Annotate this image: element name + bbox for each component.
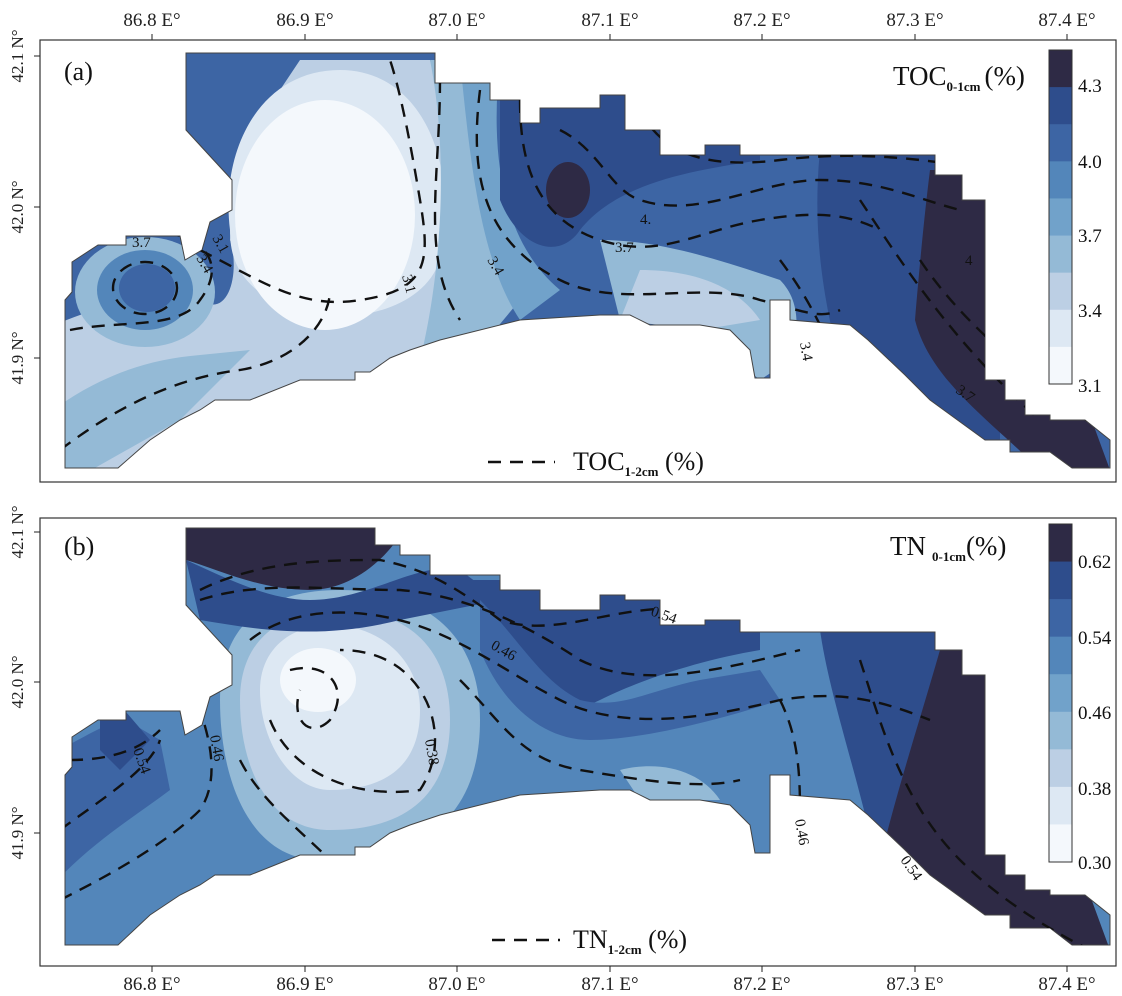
colorbar-tick: 4.0 xyxy=(1078,152,1102,173)
bottom-axis-label: 87.4 E° xyxy=(1038,974,1095,995)
bottom-axis-label: 87.0 E° xyxy=(428,974,485,995)
colorbar-segment xyxy=(1049,786,1072,825)
colorbar-segment xyxy=(1049,711,1072,750)
colorbar-tick: 3.7 xyxy=(1078,226,1102,247)
colorbar-segment xyxy=(1049,235,1072,274)
colorbar-segment xyxy=(1049,524,1072,563)
lat-label: 41.9 N° xyxy=(8,331,27,384)
contour-labels: 3.7 3.1 3.4 3.1 3.4 4. 3.7 3.4 4 3.7 xyxy=(132,212,978,406)
top-axis: 86.8 E° 86.9 E° 87.0 E° 87.1 E° 87.2 E° … xyxy=(123,10,1096,40)
colorbar-tick: 3.4 xyxy=(1078,301,1102,322)
top-axis-label: 87.1 E° xyxy=(581,10,638,31)
panel-a: 42.1 N° 42.0 N° 41.9 N° xyxy=(8,29,1117,483)
top-axis-label: 86.8 E° xyxy=(123,10,180,31)
colorbar-segment xyxy=(1049,636,1072,675)
svg-text:TN1-2cm (%): TN1-2cm (%) xyxy=(573,925,687,957)
contour-label: 0.46 xyxy=(206,734,226,763)
contour-label: 0.46 xyxy=(791,818,811,847)
lake-boundary xyxy=(64,527,1111,946)
contour-label: 4 xyxy=(965,253,973,269)
colorbar-segment xyxy=(1049,346,1072,385)
panel-b-tag: (b) xyxy=(64,532,94,561)
bottom-axis-label: 87.1 E° xyxy=(581,974,638,995)
top-axis-label: 87.3 E° xyxy=(886,10,943,31)
contour-label: 4. xyxy=(640,212,651,228)
lat-label: 42.1 N° xyxy=(8,29,27,82)
colorbar-tick: 4.3 xyxy=(1078,76,1102,97)
colorbar-segment xyxy=(1049,124,1072,162)
colorbar-segment xyxy=(1049,198,1072,237)
bottom-axis-label: 87.3 E° xyxy=(886,974,943,995)
colorbar-segment xyxy=(1049,50,1072,88)
lat-label: 42.0 N° xyxy=(8,655,27,708)
colorbar-segment xyxy=(1049,674,1072,713)
lat-label: 42.1 N° xyxy=(8,505,27,558)
colorbar-title: TOC0-1cm (%) xyxy=(893,61,1025,94)
bottom-axis: 86.8 E° 86.9 E° 87.0 E° 87.1 E° 87.2 E° … xyxy=(123,966,1096,995)
colorbar-tick: 0.54 xyxy=(1078,628,1112,649)
top-axis-label: 86.9 E° xyxy=(276,10,333,31)
panel-a-legend: TOC1-2cm (%) xyxy=(488,447,704,479)
panel-a-colorbar: TOC0-1cm (%) 4.3 4.0 3.7 3.4 3.1 xyxy=(893,49,1102,397)
panel-b-colorbar: TN 0-1cm(%) 0.62 0.54 0.46 0.38 0.30 xyxy=(890,523,1112,874)
colorbar-tick: 3.1 xyxy=(1078,376,1102,397)
colorbar-segment xyxy=(1049,749,1072,788)
colorbar-segment xyxy=(1049,272,1072,311)
colorbar-tick: 0.38 xyxy=(1078,779,1111,800)
colorbar-segment xyxy=(1049,87,1072,125)
lat-label: 41.9 N° xyxy=(8,806,27,859)
colorbar-tick: 0.62 xyxy=(1078,552,1111,573)
contour-label: 0.38 xyxy=(421,738,441,767)
bottom-axis-label: 87.2 E° xyxy=(733,974,790,995)
panel-b-legend: TN1-2cm (%) xyxy=(492,925,687,957)
tn-1-2cm-contours xyxy=(65,558,1091,945)
svg-text:TOC1-2cm (%): TOC1-2cm (%) xyxy=(573,447,704,479)
colorbar-title: TN 0-1cm(%) xyxy=(890,531,1006,564)
panel-b: 42.1 N° 42.0 N° 41.9 N° xyxy=(8,505,1117,967)
top-axis-label: 87.0 E° xyxy=(428,10,485,31)
top-axis-label: 87.2 E° xyxy=(733,10,790,31)
contour-label: 3.7 xyxy=(615,240,634,256)
bottom-axis-label: 86.9 E° xyxy=(276,974,333,995)
colorbar-segment xyxy=(1049,161,1072,199)
panel-a-tag: (a) xyxy=(64,57,93,86)
lat-label: 42.0 N° xyxy=(8,180,27,233)
colorbar-segment xyxy=(1049,309,1072,348)
colorbar-segment xyxy=(1049,599,1072,638)
bottom-axis-label: 86.8 E° xyxy=(123,974,180,995)
top-axis-label: 87.4 E° xyxy=(1038,10,1095,31)
colorbar-tick: 0.30 xyxy=(1078,853,1111,874)
colorbar-segment xyxy=(1049,561,1072,600)
contour-label: 3.7 xyxy=(132,235,151,251)
contour-label: 3.1 xyxy=(398,273,418,295)
contour-label: 3.4 xyxy=(796,341,815,363)
colorbar-segment xyxy=(1049,824,1072,863)
colorbar-tick: 0.46 xyxy=(1078,703,1111,724)
